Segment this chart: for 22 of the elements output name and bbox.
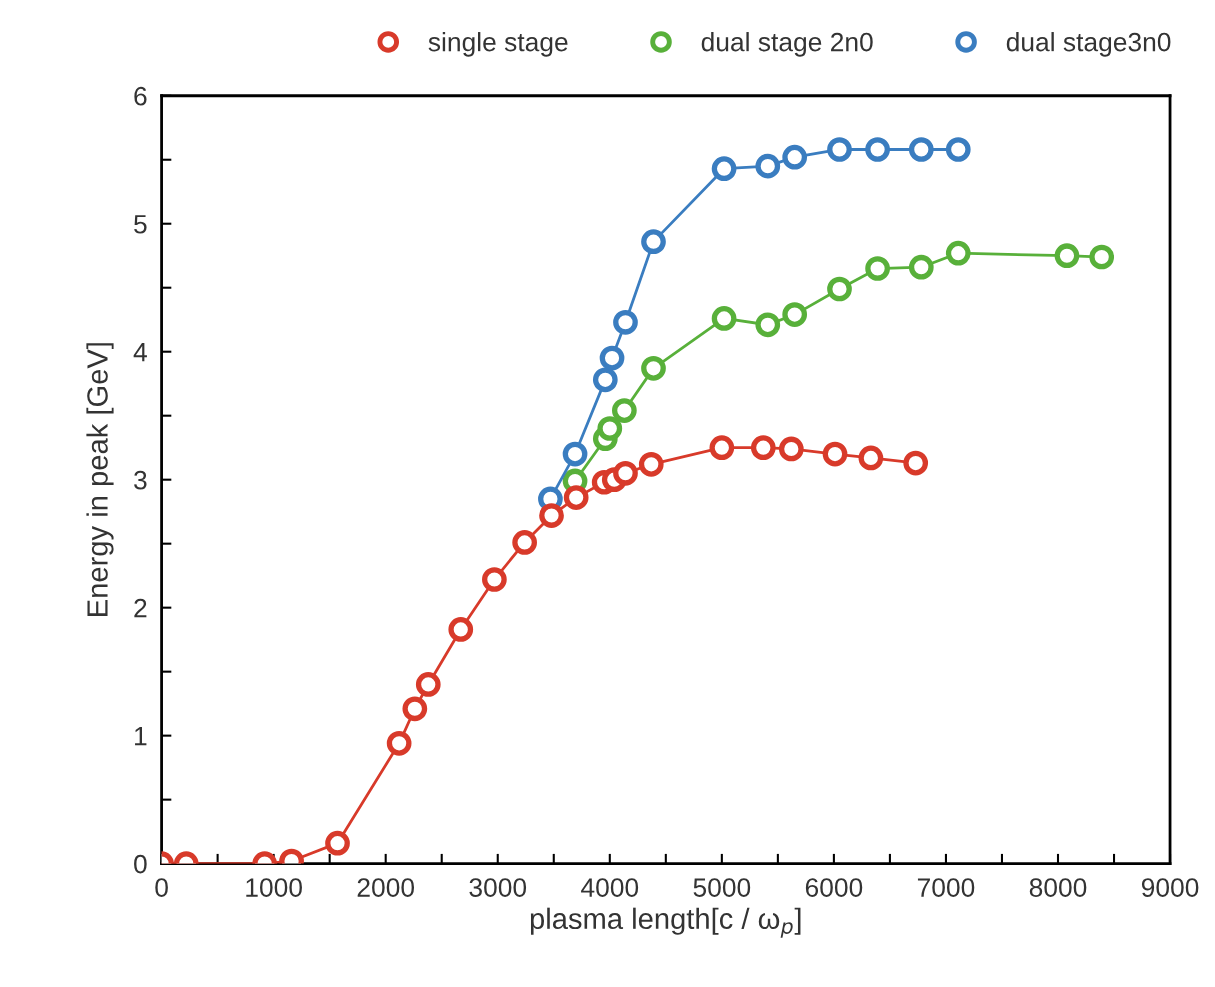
y-tick-label: 5 <box>134 215 147 234</box>
x-tick-label: 7000 <box>917 878 975 897</box>
y-tick-label: 3 <box>134 470 147 490</box>
y-tick-label: 0 <box>134 854 147 874</box>
y-tick-label: 6 <box>134 86 147 106</box>
x-axis-title: plasma length[c / ω$_{p}$] <box>530 907 801 938</box>
y-tick-label: 1 <box>135 727 147 746</box>
x-tick-label: 6000 <box>805 878 863 897</box>
x-tick-label: 8000 <box>1029 878 1087 897</box>
x-tick-label: 3000 <box>469 878 527 897</box>
x-tick-label: 1000 <box>246 878 302 897</box>
y-axis-title: Energy in peak [GeV] <box>86 343 114 616</box>
legend-label: dual stage3n0 <box>1006 32 1171 57</box>
y-tick-label: 2 <box>134 598 147 618</box>
x-tick-label: 5000 <box>693 878 751 897</box>
x-tick-label: 9000 <box>1141 878 1199 897</box>
legend-label: single stage <box>428 32 568 57</box>
legend-label: dual stage 2n0 <box>701 32 873 57</box>
x-tick-label: 4000 <box>581 878 639 897</box>
x-tick-label: 0 <box>155 878 168 897</box>
x-tick-label: 2000 <box>357 878 415 897</box>
y-tick-label: 4 <box>133 343 147 362</box>
